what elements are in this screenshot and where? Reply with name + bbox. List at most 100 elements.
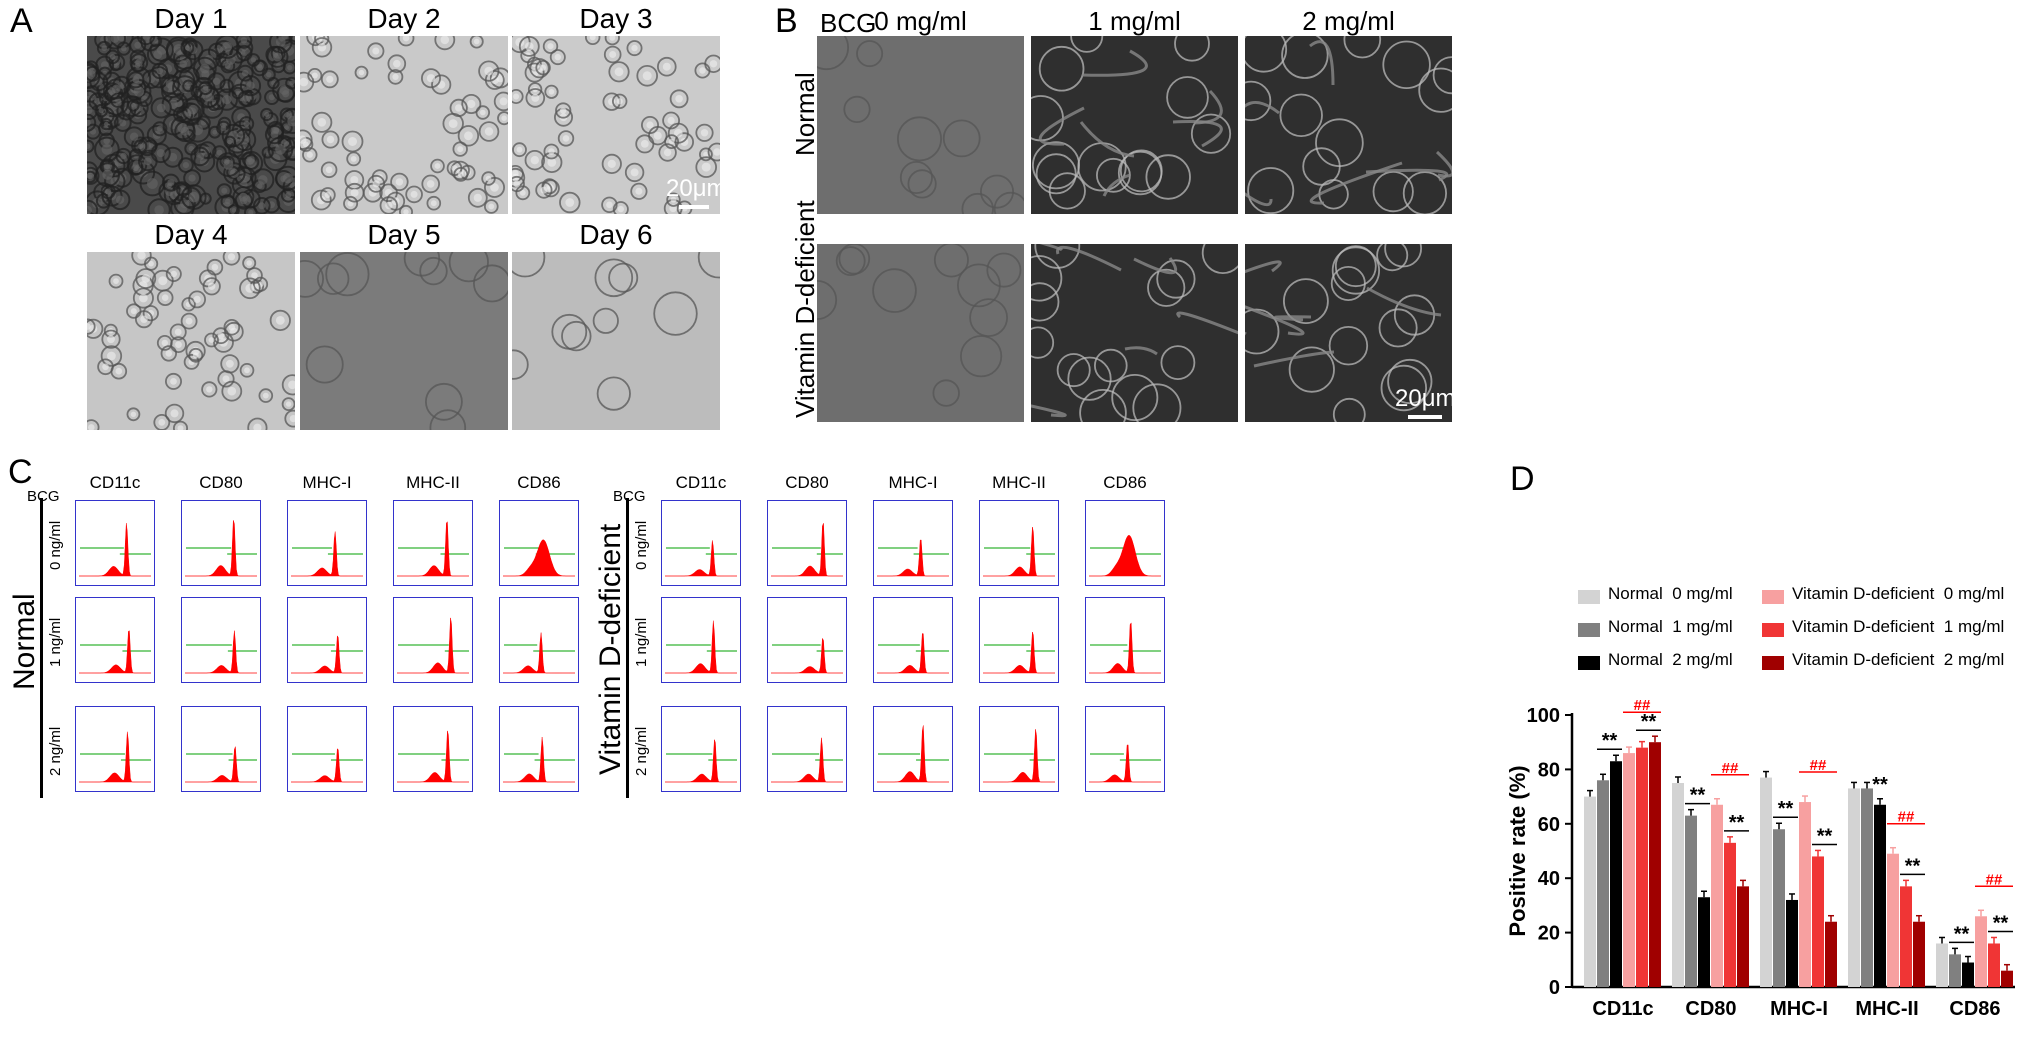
panel-a-micrograph xyxy=(87,252,295,430)
panel-a-day-label: Day 5 xyxy=(367,219,441,250)
bar xyxy=(1737,886,1749,987)
flow-histogram xyxy=(75,706,155,792)
bar xyxy=(1825,921,1837,987)
flow-histogram-plot xyxy=(979,706,1059,792)
x-tick-label: CD86 xyxy=(1949,998,2000,1020)
significance-marker: ** xyxy=(1641,711,1657,733)
bar xyxy=(1724,842,1736,987)
bar xyxy=(1874,804,1886,987)
y-tick-label: 100 xyxy=(1527,705,1560,727)
flow-histogram xyxy=(393,500,473,586)
panel-b-scale-bar: 20μm xyxy=(1395,385,1456,419)
legend-label: Normal 0 mg/ml xyxy=(1608,584,1733,603)
x-tick-label: CD11c xyxy=(1592,998,1653,1020)
panel-a-micrograph-texture xyxy=(512,36,720,214)
panel-a-scale-bar: 20μm xyxy=(666,175,727,209)
legend-label: Normal 2 mg/ml xyxy=(1608,650,1733,669)
panel-c-dose-label: 2 ng/ml xyxy=(47,726,64,776)
bar xyxy=(1887,853,1899,987)
flow-histogram xyxy=(499,597,579,683)
flow-histogram-plot xyxy=(393,597,473,683)
flow-histogram xyxy=(287,597,367,683)
panel-a-micrograph xyxy=(300,36,508,214)
panel-b-column-label: 0 mg/ml xyxy=(874,6,967,36)
flow-histogram xyxy=(661,500,741,586)
legend-swatch xyxy=(1762,623,1784,637)
scale-bar-label: 20μm xyxy=(666,175,727,202)
legend-swatch xyxy=(1578,590,1600,604)
panel-a-micrograph xyxy=(300,252,508,430)
bar xyxy=(1760,777,1772,987)
panel-a-micrograph-texture xyxy=(512,252,720,411)
panel-b-micrograph xyxy=(1245,244,1452,422)
panel-b-micrograph-texture xyxy=(817,244,1022,407)
flow-histogram-plot xyxy=(1085,597,1165,683)
legend-label: Normal 1 mg/ml xyxy=(1608,617,1733,636)
panel-b-column-label: 2 mg/ml xyxy=(1302,6,1395,36)
significance-marker: ## xyxy=(1634,697,1651,714)
panel-c-group-label: Vitamin D-deficient xyxy=(594,523,627,775)
panel-a-micrograph-texture xyxy=(300,252,508,430)
panel-b-micrograph-texture xyxy=(1031,244,1238,422)
panel-c-group-label: Normal xyxy=(8,593,41,690)
flow-histogram xyxy=(287,706,367,792)
y-axis-label: Positive rate (%) xyxy=(1505,765,1530,936)
panel-b-micrograph xyxy=(1245,36,1452,214)
flow-histogram xyxy=(873,706,953,792)
flow-histogram xyxy=(1085,706,1165,792)
flow-histogram-plot xyxy=(1085,500,1165,586)
panel-a-micrograph xyxy=(87,36,295,214)
flow-histogram-plot xyxy=(979,597,1059,683)
panel-b-micrograph-texture xyxy=(1031,36,1232,210)
bar xyxy=(1711,804,1723,987)
flow-histogram-plot xyxy=(393,500,473,586)
significance-marker: ## xyxy=(1898,809,1915,826)
panel-c-dose-label: 2 ng/ml xyxy=(633,726,650,776)
scale-bar-line xyxy=(1408,415,1442,419)
panel-c-dose-label: 1 ng/ml xyxy=(633,617,650,667)
significance-marker: ** xyxy=(1778,798,1794,820)
bar xyxy=(1786,899,1798,987)
bar xyxy=(2001,970,2013,987)
bar xyxy=(1773,829,1785,987)
y-tick-label: 80 xyxy=(1538,759,1560,781)
panel-a-day-label: Day 3 xyxy=(579,3,653,34)
flow-histogram xyxy=(767,597,847,683)
significance-marker: ** xyxy=(1690,785,1706,807)
flow-histogram xyxy=(979,597,1059,683)
panel-d-letter: D xyxy=(1510,460,1535,498)
bar-chart: 0 20 40 60 80 100 Positive rate (%) CD11c CD80 MH… xyxy=(1505,697,2015,1020)
panel-a-micrograph-texture xyxy=(87,252,295,430)
flow-histogram-plot xyxy=(499,597,579,683)
legend-swatch xyxy=(1578,656,1600,670)
bar xyxy=(1812,856,1824,987)
flow-histogram-plot xyxy=(873,706,953,792)
flow-histogram xyxy=(75,597,155,683)
legend-swatch xyxy=(1762,656,1784,670)
flow-histogram xyxy=(393,706,473,792)
flow-histogram xyxy=(1085,597,1165,683)
bar xyxy=(1584,796,1596,987)
significance-marker: ** xyxy=(1729,812,1745,834)
panel-a-day-label: Day 1 xyxy=(154,3,228,34)
panel-c-marker-label: CD11c xyxy=(675,473,727,492)
flow-histogram xyxy=(287,500,367,586)
bar xyxy=(1936,943,1948,987)
panel-c-bcg-label: BCG xyxy=(613,488,646,505)
significance-marker: ## xyxy=(1986,871,2003,888)
flow-histogram-plot xyxy=(979,500,1059,586)
panel-c-marker-label: CD11c xyxy=(89,473,141,492)
panel-c-marker-label: MHC-II xyxy=(406,473,460,492)
x-tick-label: MHC-I xyxy=(1770,998,1828,1020)
bar xyxy=(1861,788,1873,987)
bar xyxy=(1900,886,1912,987)
flow-histogram xyxy=(181,597,261,683)
significance-marker: ** xyxy=(1872,774,1888,796)
panel-a-day-label: Day 2 xyxy=(367,3,441,34)
panel-b-micrograph xyxy=(1031,244,1238,422)
flow-histogram xyxy=(499,706,579,792)
panel-c-group-divider xyxy=(40,498,43,798)
flow-histogram-plot xyxy=(287,597,367,683)
legend-label: Vitamin D-deficient 1 mg/ml xyxy=(1792,617,2005,636)
flow-histogram-plot xyxy=(75,597,155,683)
